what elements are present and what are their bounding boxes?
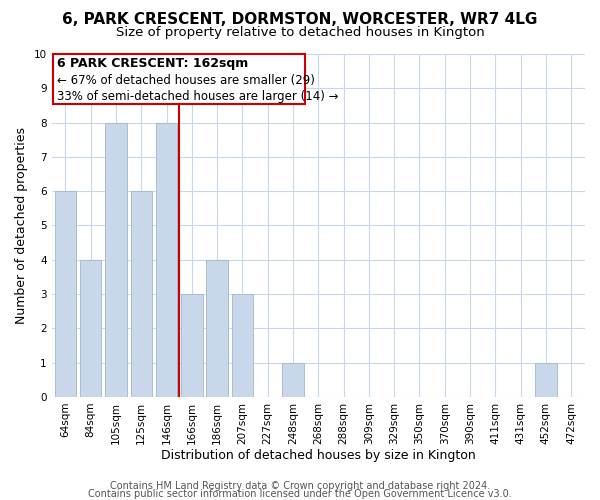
- Bar: [55, 191, 76, 397]
- Text: 6, PARK CRESCENT, DORMSTON, WORCESTER, WR7 4LG: 6, PARK CRESCENT, DORMSTON, WORCESTER, W…: [62, 12, 538, 28]
- Bar: [156, 122, 178, 397]
- Bar: [80, 260, 101, 397]
- Bar: [282, 362, 304, 397]
- Bar: [535, 362, 557, 397]
- Text: ← 67% of detached houses are smaller (29): ← 67% of detached houses are smaller (29…: [57, 74, 315, 88]
- Bar: [105, 122, 127, 397]
- Text: 33% of semi-detached houses are larger (14) →: 33% of semi-detached houses are larger (…: [57, 90, 338, 104]
- Bar: [206, 260, 228, 397]
- Y-axis label: Number of detached properties: Number of detached properties: [15, 127, 28, 324]
- Text: Size of property relative to detached houses in Kington: Size of property relative to detached ho…: [116, 26, 484, 39]
- Text: Contains public sector information licensed under the Open Government Licence v3: Contains public sector information licen…: [88, 489, 512, 499]
- FancyBboxPatch shape: [53, 54, 305, 104]
- X-axis label: Distribution of detached houses by size in Kington: Distribution of detached houses by size …: [161, 450, 476, 462]
- Text: 6 PARK CRESCENT: 162sqm: 6 PARK CRESCENT: 162sqm: [57, 57, 248, 70]
- Bar: [181, 294, 203, 397]
- Bar: [232, 294, 253, 397]
- Bar: [131, 191, 152, 397]
- Text: Contains HM Land Registry data © Crown copyright and database right 2024.: Contains HM Land Registry data © Crown c…: [110, 481, 490, 491]
